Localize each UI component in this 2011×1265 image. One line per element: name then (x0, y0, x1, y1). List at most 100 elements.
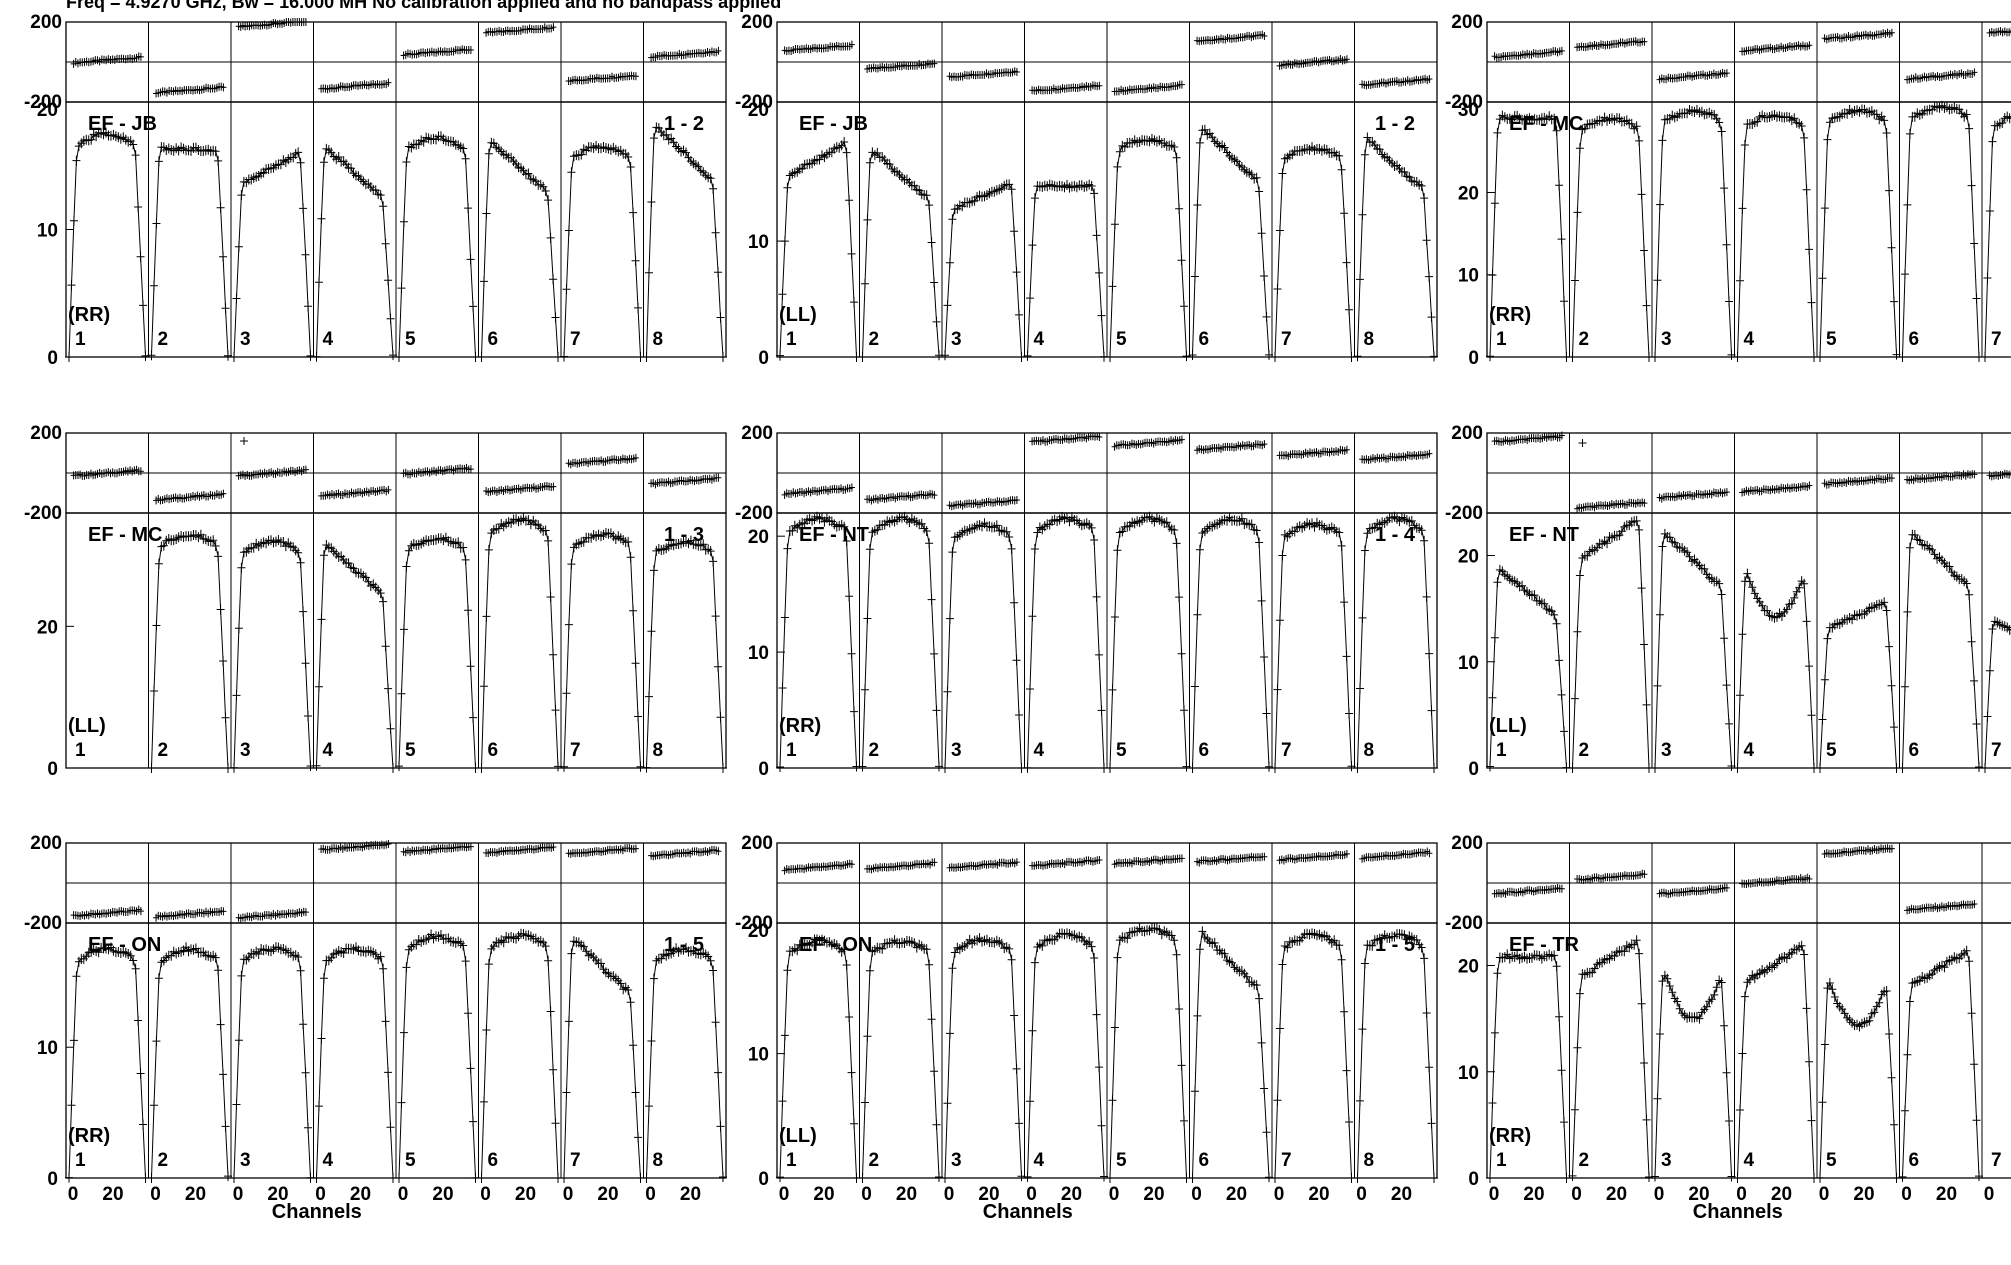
amplitude-line (1654, 974, 1732, 1177)
phase-tick-label: 200 (1451, 423, 1483, 444)
if-label: 4 (1034, 740, 1045, 761)
phase-points (483, 842, 557, 858)
amplitude-line (1819, 108, 1897, 358)
amplitude-points (147, 529, 232, 773)
amplitude-points (1486, 110, 1571, 362)
phase-tick-label: 200 (741, 423, 773, 444)
amplitude-points (941, 179, 1026, 362)
polarization-label: (RR) (779, 715, 821, 737)
if-label: 5 (1116, 740, 1127, 761)
if-label: 8 (1364, 1150, 1375, 1171)
x-tick-label: 0 (1191, 1184, 1202, 1205)
amp-top-label: 20 (748, 921, 769, 942)
amplitude-line (1984, 116, 2011, 358)
amplitude-points (1023, 179, 1108, 362)
amplitude-line (1572, 938, 1650, 1178)
phase-points (400, 463, 474, 479)
if-label: 2 (1579, 1150, 1590, 1171)
phase-points (483, 23, 557, 37)
amplitude-points (1651, 970, 1736, 1182)
amplitude-points (1816, 104, 1901, 362)
amplitude-points (1188, 512, 1273, 773)
amp-tick-label: 0 (47, 1169, 58, 1190)
baseline-label: EF - ON (88, 934, 161, 956)
if-label: 7 (1991, 1150, 2002, 1171)
x-tick-label: 20 (978, 1184, 999, 1205)
if-label: 5 (405, 740, 416, 761)
phase-points (1029, 856, 1103, 870)
phase-points (1491, 884, 1565, 898)
amplitude-points (941, 518, 1026, 773)
if-label: 4 (1744, 329, 1755, 350)
amplitude-line (233, 539, 311, 768)
phase-points (153, 82, 227, 98)
phase-tick-label: 200 (741, 833, 773, 854)
phase-point (240, 437, 248, 445)
figure-header: Freq = 4.9270 GHz, Bw = 16.000 MH No cal… (66, 0, 782, 12)
amplitude-line (1489, 569, 1567, 768)
x-axis-title: Channels (272, 1201, 362, 1223)
x-tick-label: 20 (896, 1184, 917, 1205)
baseline-panel (65, 18, 727, 362)
amp-tick-label: 0 (758, 348, 769, 369)
amplitude-line (563, 145, 641, 358)
baseline-label: EF - ON (799, 934, 872, 956)
phase-points (946, 67, 1020, 82)
amplitude-points (1023, 928, 1108, 1182)
amplitude-line (1572, 116, 1650, 358)
amplitude-points (941, 933, 1026, 1183)
phase-points (1904, 470, 1978, 485)
amplitude-line (1737, 571, 1815, 769)
amplitude-line (1192, 516, 1270, 769)
if-label: 2 (1579, 329, 1590, 350)
phase-tick-label: -200 (24, 92, 62, 113)
amp-tick-label: 0 (1468, 759, 1479, 780)
phase-points (864, 858, 938, 874)
amp-tick-label: 20 (1458, 547, 1479, 568)
amplitude-points (147, 942, 232, 1183)
amplitude-points (477, 513, 562, 773)
phase-tick-label: -200 (1445, 503, 1483, 524)
if-label: 3 (1661, 329, 1672, 350)
phase-tick-label: -200 (735, 92, 773, 113)
x-tick-label: 20 (432, 1184, 453, 1205)
amplitude-line (1274, 521, 1352, 769)
phase-tick-label: 200 (30, 12, 62, 33)
x-tick-label: 20 (102, 1184, 123, 1205)
amplitude-line (233, 946, 311, 1179)
if-label: 8 (653, 329, 664, 350)
phase-points (1986, 27, 2011, 37)
x-tick-label: 0 (1489, 1184, 1500, 1205)
x-tick-label: 0 (1571, 1184, 1582, 1205)
amplitude-points (1733, 568, 1818, 773)
phase-points (235, 18, 309, 31)
amplitude-line (316, 544, 394, 769)
amplitude-line (1902, 534, 1980, 769)
baseline-label: EF - MC (88, 524, 162, 546)
if-label: 5 (1116, 1150, 1127, 1171)
amplitude-points (1898, 100, 1983, 362)
phase-points (864, 489, 938, 505)
amplitude-points (1271, 517, 1356, 773)
x-tick-label: 20 (1061, 1184, 1082, 1205)
amplitude-line (1357, 933, 1435, 1179)
amplitude-points (1106, 923, 1191, 1183)
x-tick-label: 0 (150, 1184, 161, 1205)
if-label: 6 (488, 740, 499, 761)
if-label: 1 (1496, 329, 1507, 350)
amplitude-points (230, 147, 315, 362)
amplitude-points (312, 942, 397, 1183)
baseline-index-label: 1 - 5 (1375, 934, 1415, 956)
phase-tick-label: -200 (735, 503, 773, 524)
phase-tick-label: -200 (24, 503, 62, 524)
phase-points (1656, 883, 1730, 899)
phase-points (400, 45, 474, 60)
if-label: 2 (1579, 740, 1590, 761)
x-tick-label: 20 (1853, 1184, 1874, 1205)
phase-points (1904, 68, 1978, 84)
if-label: 5 (1826, 740, 1837, 761)
amplitude-points (1816, 597, 1901, 773)
amplitude-points (395, 532, 480, 773)
baseline-panel (776, 432, 1438, 773)
if-label: 6 (1199, 1150, 1210, 1171)
